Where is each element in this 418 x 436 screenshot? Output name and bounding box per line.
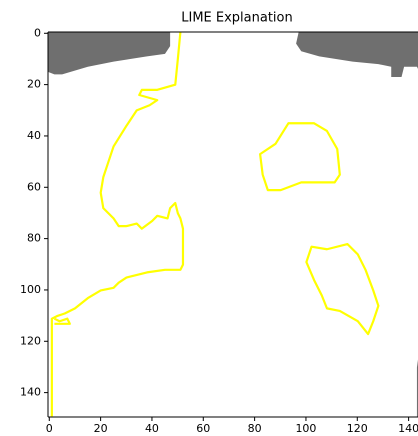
x-tick-label: 40 xyxy=(145,422,159,435)
x-tick-label: 80 xyxy=(248,422,262,435)
image-background xyxy=(48,32,418,418)
image-area xyxy=(48,32,418,419)
y-tick-label: 140 xyxy=(20,386,41,399)
page: LIME Explanation 0 20 40 60 80 100 120 140 0 20 40… xyxy=(0,0,418,436)
y-tick-label: 100 xyxy=(20,283,41,296)
x-tick-label: 0 xyxy=(46,422,53,435)
y-tick-label: 0 xyxy=(34,26,41,39)
y-tick-label: 40 xyxy=(27,129,41,142)
x-tick-label: 100 xyxy=(295,422,316,435)
x-tick-label: 20 xyxy=(94,422,108,435)
y-tick-label: 80 xyxy=(27,232,41,245)
x-tick-label: 120 xyxy=(347,422,368,435)
x-tick-label: 140 xyxy=(398,422,418,435)
y-tick-label: 60 xyxy=(27,180,41,193)
y-tick-label: 120 xyxy=(20,334,41,347)
chart-title: LIME Explanation xyxy=(181,11,292,26)
chart: LIME Explanation 0 20 40 60 80 100 120 140 0 20 40… xyxy=(0,0,418,436)
x-tick-label: 60 xyxy=(196,422,210,435)
y-tick-label: 20 xyxy=(27,78,41,91)
